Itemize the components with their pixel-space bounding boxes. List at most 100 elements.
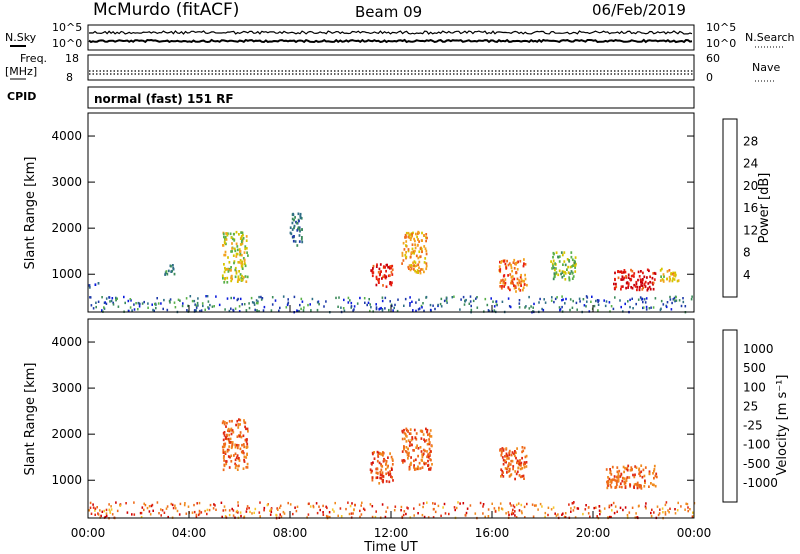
power-echo-cell bbox=[622, 278, 625, 281]
power-echo-cell bbox=[666, 277, 668, 281]
power-echo-cell bbox=[500, 279, 503, 282]
power-echo-cell bbox=[417, 232, 419, 235]
power-ground-cell bbox=[423, 309, 425, 313]
velocity-ground-cell bbox=[183, 503, 186, 507]
power-echo-cell bbox=[233, 239, 236, 242]
velocity-ground-cell bbox=[599, 512, 601, 516]
power-ground-cell bbox=[524, 306, 526, 309]
velocity-ground-cell bbox=[374, 515, 377, 519]
velocity-echo-cell bbox=[521, 450, 523, 454]
power-ground-cell bbox=[412, 309, 414, 312]
power-echo-cell bbox=[388, 274, 390, 278]
power-echo-cell bbox=[413, 264, 415, 267]
power-echo-cell bbox=[519, 289, 522, 292]
power-echo-cell bbox=[553, 275, 556, 278]
velocity-echo-cell bbox=[638, 472, 640, 476]
velocity-echo-cell bbox=[408, 465, 411, 469]
power-ground-cell bbox=[463, 303, 466, 306]
freq-panel-frame bbox=[87, 54, 695, 81]
power-echo-cell bbox=[241, 242, 244, 245]
power-ground-cell bbox=[421, 306, 423, 309]
power-echo-cell bbox=[224, 235, 227, 239]
velocity-echo-cell bbox=[620, 485, 623, 489]
velocity-ground-cell bbox=[316, 511, 319, 515]
velocity-ground-cell bbox=[149, 513, 152, 516]
velocity-echo-cell bbox=[381, 474, 383, 477]
power-ground-cell bbox=[654, 297, 657, 300]
velocity-echo-cell bbox=[648, 472, 651, 475]
power-ground-cell bbox=[101, 309, 103, 312]
velocity-echo-cell bbox=[379, 473, 382, 477]
power-ground-cell bbox=[340, 306, 342, 309]
velocity-echo-cell bbox=[502, 471, 504, 474]
nave-tick-bottom: 0 bbox=[706, 71, 713, 84]
power-ground-cell bbox=[409, 296, 411, 299]
velocity-echo-cell bbox=[373, 457, 376, 460]
power-ground-cell bbox=[484, 297, 487, 301]
velocity-echo-cell bbox=[223, 443, 226, 446]
power-echo-cell bbox=[419, 271, 422, 275]
power-heatmap bbox=[88, 212, 693, 314]
power-echo-cell bbox=[649, 287, 652, 291]
power-echo-cell bbox=[624, 270, 627, 274]
power-ground-cell bbox=[392, 309, 394, 312]
power-echo-cell bbox=[401, 254, 404, 257]
power-echo-cell bbox=[511, 269, 513, 273]
power-echo-cell bbox=[498, 265, 501, 268]
power-ground-cell bbox=[131, 309, 133, 312]
power-echo-cell bbox=[225, 242, 227, 246]
velocity-ground-cell bbox=[657, 513, 660, 517]
velocity-ground-cell bbox=[100, 514, 102, 518]
power-echo-cell bbox=[505, 265, 507, 268]
velocity-echo-cell bbox=[375, 476, 378, 480]
velocity-echo-cell bbox=[648, 470, 651, 473]
velocity-echo-cell bbox=[239, 423, 241, 426]
velocity-ground-cell bbox=[385, 510, 387, 513]
power-echo-cell bbox=[412, 250, 415, 253]
power-echo-cell bbox=[370, 269, 373, 272]
velocity-ground-cell bbox=[263, 506, 266, 510]
power-echo-cell bbox=[414, 243, 416, 246]
velocity-echo-cell bbox=[411, 436, 414, 439]
power-echo-cell bbox=[554, 262, 556, 265]
power-ground-cell bbox=[532, 306, 534, 309]
velocity-echo-cell bbox=[429, 458, 432, 461]
velocity-heatmap bbox=[88, 418, 696, 520]
velocity-ground-cell bbox=[494, 510, 497, 513]
velocity-ground-cell bbox=[685, 502, 687, 505]
power-echo-cell bbox=[234, 275, 237, 279]
power-ground-cell bbox=[459, 308, 461, 311]
power-range-tick-label: 3000 bbox=[51, 175, 82, 189]
power-echo-cell bbox=[377, 271, 380, 274]
velocity-ground-cell bbox=[400, 509, 402, 512]
power-echo-cell bbox=[407, 249, 410, 253]
velocity-ground-cell bbox=[334, 501, 336, 505]
velocity-echo-cell bbox=[407, 447, 409, 451]
velocity-echo-cell bbox=[403, 459, 405, 462]
power-ground-cell bbox=[278, 309, 280, 312]
power-echo-cell bbox=[668, 279, 671, 283]
power-ground-cell bbox=[215, 295, 217, 298]
power-ground-cell bbox=[124, 301, 126, 305]
velocity-echo-cell bbox=[240, 435, 243, 439]
velocity-ground-cell bbox=[524, 516, 526, 519]
velocity-range-tick-label: 3000 bbox=[51, 381, 82, 395]
power-ground-cell bbox=[133, 308, 136, 311]
velocity-echo-cell bbox=[523, 466, 526, 469]
velocity-ground-cell bbox=[148, 505, 151, 508]
power-echo-cell bbox=[407, 248, 410, 251]
velocity-ground-cell bbox=[432, 502, 434, 505]
power-echo-cell bbox=[224, 237, 227, 240]
velocity-echo-cell bbox=[415, 438, 418, 441]
power-echo-cell bbox=[519, 259, 522, 263]
velocity-echo-cell bbox=[244, 425, 246, 429]
velocity-ground-cell bbox=[645, 502, 647, 505]
velocity-colorbar-tick-label: -100 bbox=[743, 438, 770, 452]
velocity-ground-cell bbox=[417, 512, 419, 515]
velocity-echo-cell bbox=[514, 470, 517, 473]
power-echo-cell bbox=[414, 239, 416, 243]
power-echo-cell bbox=[301, 228, 303, 231]
velocity-ground-cell bbox=[584, 508, 587, 511]
velocity-echo-cell bbox=[515, 472, 518, 476]
velocity-echo-cell bbox=[245, 456, 248, 459]
